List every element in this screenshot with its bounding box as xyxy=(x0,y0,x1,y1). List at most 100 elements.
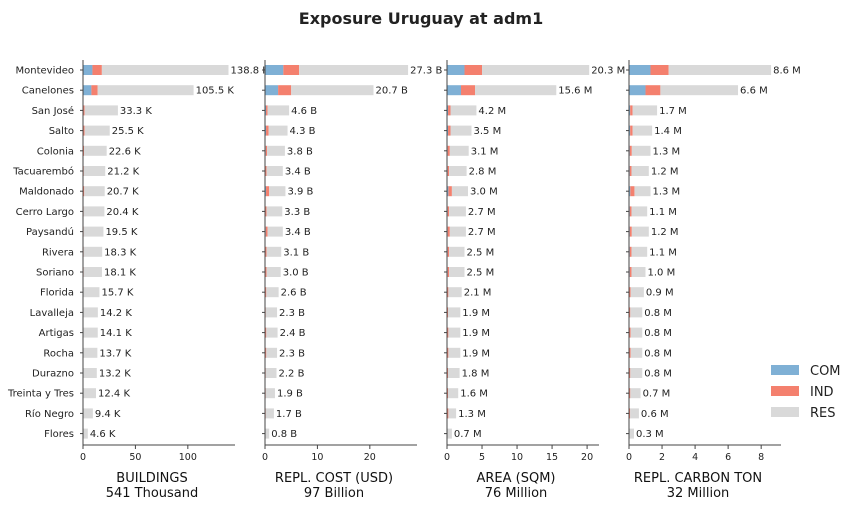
bar-ind xyxy=(278,85,292,96)
bar-value-label: 1.1 M xyxy=(649,207,677,218)
bar-value-label: 8.6 M xyxy=(773,66,801,77)
bar-res xyxy=(451,186,469,197)
bar-res xyxy=(265,388,275,399)
bar-res xyxy=(83,388,96,399)
x-tick-label: 15 xyxy=(546,452,558,463)
category-label: Rocha xyxy=(43,348,74,359)
bar-value-label: 3.0 M xyxy=(470,187,498,198)
bar-res xyxy=(630,327,643,338)
bar-value-label: 1.3 M xyxy=(652,187,680,198)
bar-com xyxy=(265,105,267,116)
bar-value-label: 27.3 B xyxy=(410,66,442,77)
bar-res xyxy=(299,65,409,75)
bar-res xyxy=(84,186,105,197)
bar-ind xyxy=(83,125,85,136)
bar-ind xyxy=(265,307,266,318)
bar-value-label: 21.2 K xyxy=(107,167,139,178)
bar-value-label: 1.9 B xyxy=(277,389,303,400)
bar-res xyxy=(265,368,277,378)
bar-value-label: 2.5 M xyxy=(467,268,495,279)
bar-value-label: 0.7 M xyxy=(643,389,671,400)
category-label: Durazno xyxy=(32,369,74,380)
bar-value-label: 19.5 K xyxy=(105,227,137,238)
bar-res xyxy=(448,368,460,378)
category-label: Cerro Largo xyxy=(16,207,74,218)
bar-value-label: 1.9 M xyxy=(462,328,490,339)
category-label: Canelones xyxy=(22,86,74,97)
bar-value-label: 3.1 B xyxy=(283,247,309,258)
bar-res xyxy=(448,307,461,318)
bar-ind xyxy=(447,307,449,318)
bar-ind xyxy=(650,65,669,75)
bar-res xyxy=(83,307,98,318)
x-tick-label: 20 xyxy=(364,452,376,463)
x-axis-label: BUILDINGS xyxy=(116,471,187,486)
bar-res xyxy=(631,206,648,217)
bar-value-label: 6.6 M xyxy=(740,86,768,97)
x-tick-label: 20 xyxy=(581,452,593,463)
bar-value-label: 18.3 K xyxy=(104,247,136,258)
bar-ind xyxy=(447,408,449,419)
panel-2: 27.3 B20.7 B 4.6 B 4.3 B 3.8 B 3.4 B 3.9 B 3.3… xyxy=(262,60,443,501)
bar-value-label: 0.9 M xyxy=(646,288,674,299)
bar-ind xyxy=(629,388,631,399)
bar-value-label: 2.2 B xyxy=(279,369,305,380)
bar-res xyxy=(269,186,286,197)
bar-value-label: 1.2 M xyxy=(651,227,679,238)
bar-res xyxy=(265,408,274,419)
bar-res xyxy=(630,287,644,298)
bar-value-label: 2.4 B xyxy=(280,328,306,339)
bar-res xyxy=(449,145,469,156)
x-tick-label: 0 xyxy=(80,452,86,463)
bar-value-label: 105.5 K xyxy=(196,86,235,97)
bar-ind xyxy=(447,347,449,358)
bar-ind xyxy=(265,287,267,298)
bar-res xyxy=(267,105,290,116)
bar-value-label: 0.8 M xyxy=(644,348,672,359)
bar-com xyxy=(83,85,92,96)
category-label: Tacuarembó xyxy=(12,166,74,178)
bar-ind xyxy=(266,105,268,116)
bar-res xyxy=(482,65,590,75)
bar-value-label: 3.3 B xyxy=(284,207,310,218)
bar-com xyxy=(447,186,449,197)
category-labels: Montevideo Canelones San José Salto Colonia T… xyxy=(7,66,74,441)
bar-res xyxy=(475,85,557,96)
bar-value-label: 138.8 K xyxy=(231,66,270,77)
bar-res xyxy=(266,246,282,257)
bar-com xyxy=(447,85,462,96)
bar-value-label: 13.7 K xyxy=(99,348,131,359)
bar-value-label: 0.6 M xyxy=(641,409,669,420)
bar-ind xyxy=(447,166,450,176)
category-label: Montevideo xyxy=(16,66,74,77)
bar-ind xyxy=(265,388,266,399)
category-label: Salto xyxy=(49,126,74,137)
x-axis-subtitle: 97 Billion xyxy=(304,486,364,501)
bar-ind xyxy=(265,145,268,156)
bar-res xyxy=(631,145,651,156)
bar-res xyxy=(84,105,118,116)
x-tick-label: 4 xyxy=(692,452,698,463)
bar-ind xyxy=(266,125,269,136)
bar-ind xyxy=(266,186,270,197)
bar-res xyxy=(101,65,229,75)
bar-res xyxy=(634,186,651,197)
legend-label-res: RES xyxy=(810,406,836,421)
bar-ind xyxy=(265,327,267,338)
bar-value-label: 20.7 K xyxy=(107,187,139,198)
bar-res xyxy=(631,226,649,237)
x-tick-label: 100 xyxy=(179,452,197,463)
bar-ind xyxy=(629,307,631,318)
bar-value-label: 12.4 K xyxy=(98,389,130,400)
bar-res xyxy=(660,85,739,96)
bar-res xyxy=(266,206,283,217)
bar-value-label: 0.8 M xyxy=(644,308,672,319)
bar-value-label: 3.1 M xyxy=(471,146,499,157)
bar-res xyxy=(266,327,278,338)
bar-value-label: 3.0 B xyxy=(283,268,309,279)
bar-res xyxy=(448,388,459,399)
bar-res xyxy=(83,246,103,257)
bar-ind xyxy=(461,85,476,96)
bar-value-label: 0.8 B xyxy=(271,429,297,440)
bar-ind xyxy=(265,347,267,358)
